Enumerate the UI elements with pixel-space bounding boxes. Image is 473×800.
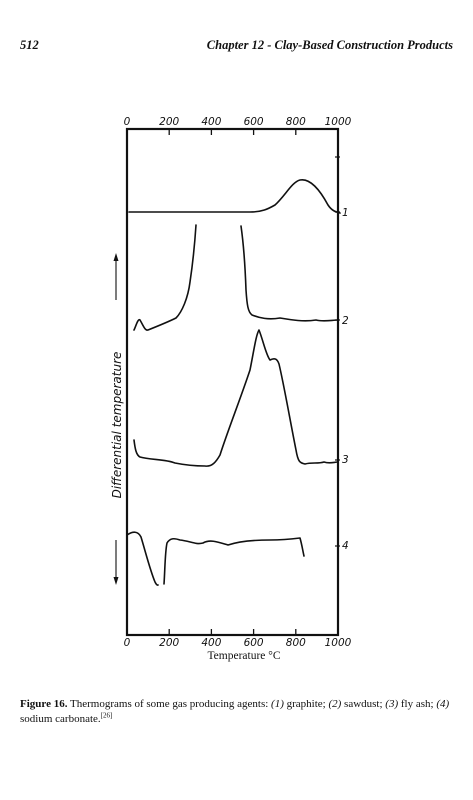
top-ticks: 0 200 400 600 800 1000 xyxy=(124,116,352,135)
page-header: 512 Chapter 12 - Clay-Based Construction… xyxy=(20,38,453,56)
caption-label: Figure 16. xyxy=(20,698,68,710)
bottom-tick-label: 1000 xyxy=(325,637,352,649)
top-tick-label: 600 xyxy=(244,116,264,128)
page-number: 512 xyxy=(20,38,39,52)
curve-label-3: 3 xyxy=(342,454,349,466)
caption-text-1: Thermograms of some gas producing agents… xyxy=(67,698,272,710)
x-axis-label: Temperature °C xyxy=(207,650,280,662)
caption-item-3: (3) xyxy=(385,698,399,710)
caption-text-graphite: graphite; xyxy=(283,698,329,710)
bottom-ticks: 0 200 400 600 800 1000 xyxy=(124,629,352,649)
caption-text-sawdust: sawdust; xyxy=(341,698,386,710)
top-tick-label: 800 xyxy=(286,116,306,128)
curve-label-2: 2 xyxy=(342,315,349,327)
top-tick-label: 200 xyxy=(159,116,179,128)
curve-4-sodium-carbonate xyxy=(126,531,159,586)
curve-2-sawdust-return xyxy=(240,225,339,322)
bottom-tick-label: 0 xyxy=(124,637,131,649)
caption-item-4: (4) xyxy=(436,698,450,710)
caption-item-2: (2) xyxy=(328,698,342,710)
y-axis-label: Differential temperature xyxy=(110,352,124,499)
figure-caption: Figure 16. Thermograms of some gas produ… xyxy=(20,697,450,726)
caption-text-sodium-carbonate: sodium carbonate. xyxy=(20,712,101,725)
y-axis-down-arrowhead xyxy=(113,577,119,585)
y-axis-up-arrowhead xyxy=(113,253,119,261)
thermogram-figure: 0 200 400 600 800 1000 0 200 400 600 800 1000 Diff… xyxy=(110,116,352,662)
curve-4-sodium-carbonate-return xyxy=(163,537,305,585)
curve-label-4: 4 xyxy=(342,540,349,552)
bottom-tick-label: 600 xyxy=(244,637,264,649)
plot-frame xyxy=(125,127,340,637)
top-tick-label: 400 xyxy=(201,116,221,128)
curve-label-1: 1 xyxy=(342,207,349,219)
curve-1-graphite xyxy=(128,179,341,214)
chapter-title: Chapter 12 - Clay-Based Construction Pro… xyxy=(206,38,453,52)
curve-3-fly-ash xyxy=(133,329,339,467)
curve-2-sawdust xyxy=(133,224,197,331)
caption-reference: [26] xyxy=(100,710,113,719)
caption-text-fly-ash: fly ash; xyxy=(398,698,437,710)
y-axis-label-group: Differential temperature xyxy=(110,253,124,585)
caption-item-1: (1) xyxy=(271,698,284,710)
top-tick-label: 1000 xyxy=(325,116,352,128)
bottom-tick-label: 400 xyxy=(201,637,221,649)
bottom-tick-label: 800 xyxy=(286,637,306,649)
top-tick-label: 0 xyxy=(124,116,131,128)
bottom-tick-label: 200 xyxy=(159,637,179,649)
